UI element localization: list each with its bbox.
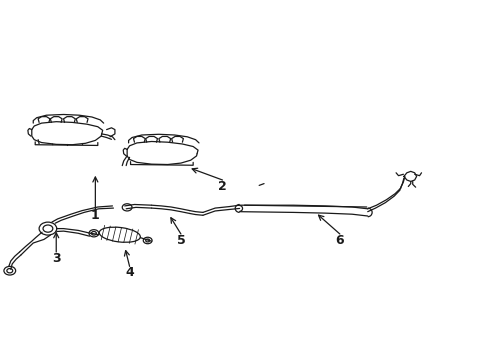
Text: 2: 2 [218,180,226,193]
Text: 6: 6 [335,234,344,247]
Text: 5: 5 [176,234,185,247]
Text: 3: 3 [52,252,61,265]
Text: 4: 4 [125,266,134,279]
Text: 1: 1 [91,209,100,222]
